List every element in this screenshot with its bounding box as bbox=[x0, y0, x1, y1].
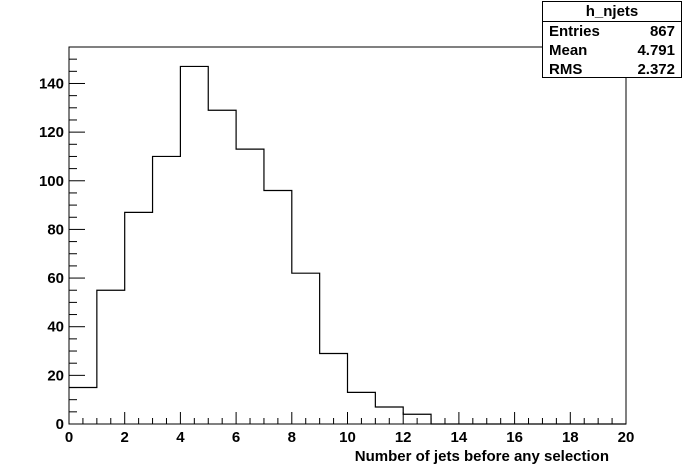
stats-mean-value: 4.791 bbox=[637, 42, 675, 59]
y-tick-label: 40 bbox=[47, 319, 64, 336]
stats-mean-row: Mean 4.791 bbox=[543, 41, 681, 60]
x-tick-label: 10 bbox=[339, 429, 356, 446]
stats-rms-value: 2.372 bbox=[637, 61, 675, 78]
x-tick-label: 0 bbox=[65, 429, 73, 446]
stats-entries-label: Entries bbox=[549, 23, 600, 40]
x-tick-label: 8 bbox=[288, 429, 296, 446]
stats-rms-row: RMS 2.372 bbox=[543, 60, 681, 79]
stats-entries-value: 867 bbox=[649, 23, 675, 40]
y-tick-label: 120 bbox=[39, 124, 64, 141]
x-tick-label: 6 bbox=[232, 429, 240, 446]
x-axis-ticks: 0 2 4 6 8 10 12 14 16 18 20 bbox=[65, 412, 635, 446]
y-axis-ticks: 0 20 40 60 80 100 120 140 bbox=[39, 75, 85, 433]
stats-box: h_njets Entries 867 Mean 4.791 RMS 2.372 bbox=[542, 1, 682, 78]
x-tick-label: 4 bbox=[176, 429, 185, 446]
y-tick-label: 100 bbox=[39, 173, 64, 190]
y-tick-label: 60 bbox=[47, 270, 64, 287]
minor-ticks bbox=[69, 46, 613, 424]
histogram-outline bbox=[69, 65, 626, 425]
stats-title: h_njets bbox=[543, 2, 681, 22]
y-tick-label: 80 bbox=[47, 221, 64, 238]
x-tick-label: 20 bbox=[618, 429, 635, 446]
x-tick-label: 14 bbox=[451, 429, 468, 446]
y-tick-label: 20 bbox=[47, 367, 64, 384]
x-tick-label: 2 bbox=[121, 429, 129, 446]
stats-entries-row: Entries 867 bbox=[543, 22, 681, 41]
x-tick-label: 12 bbox=[395, 429, 412, 446]
stats-rms-label: RMS bbox=[549, 61, 583, 78]
y-tick-label: 140 bbox=[39, 75, 64, 92]
x-tick-label: 16 bbox=[506, 429, 523, 446]
x-axis-title: Number of jets before any selection bbox=[355, 448, 609, 465]
x-tick-label: 18 bbox=[562, 429, 579, 446]
y-tick-label: 0 bbox=[56, 416, 64, 433]
stats-mean-label: Mean bbox=[549, 42, 588, 59]
